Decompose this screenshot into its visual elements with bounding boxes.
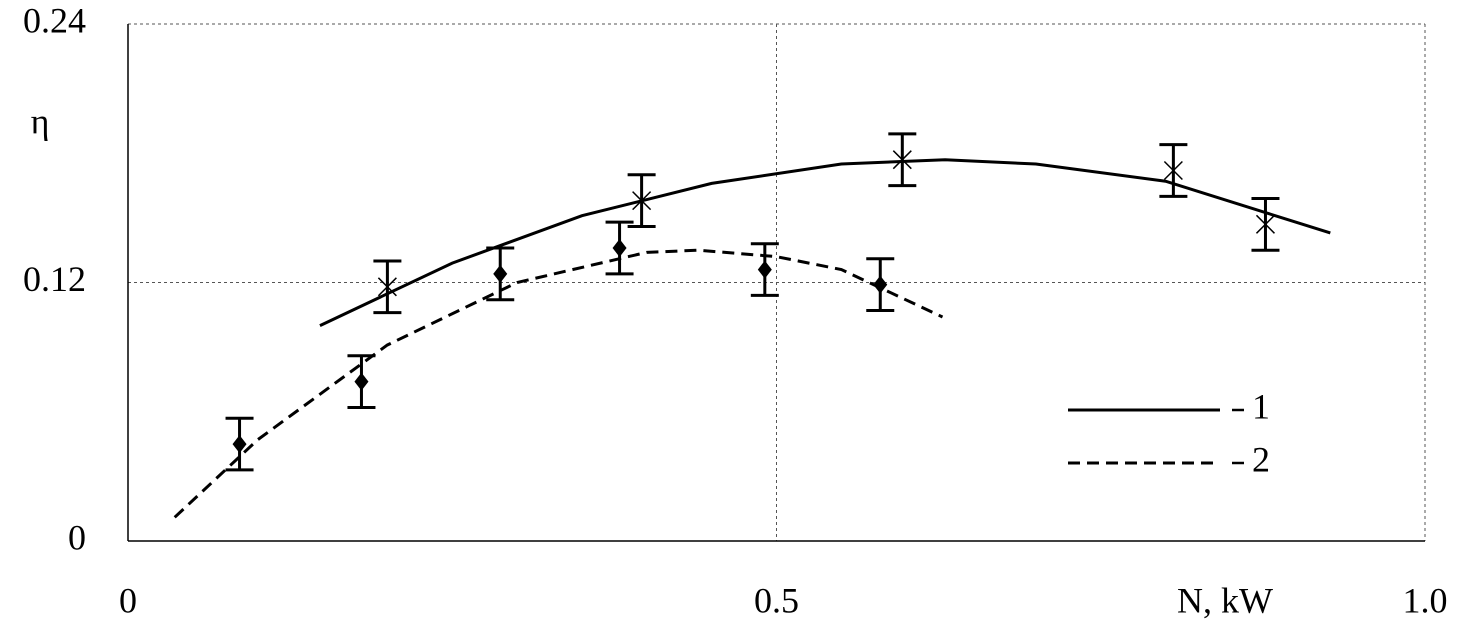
point-marker — [892, 150, 912, 170]
point-marker — [873, 275, 888, 294]
y-tick-label: 0 — [68, 517, 86, 557]
y-tick-label: 0.24 — [23, 0, 86, 40]
point-marker — [377, 277, 397, 297]
point-marker — [757, 260, 772, 279]
legend-label: 2 — [1252, 439, 1270, 479]
x-tick-label: 0.5 — [754, 580, 799, 620]
fit-curve — [173, 248, 944, 519]
point-marker — [1255, 214, 1276, 234]
legend-label: 1 — [1252, 386, 1270, 426]
point-marker — [493, 264, 508, 283]
fit-curve — [319, 158, 1331, 327]
point-marker — [612, 239, 627, 258]
y-axis-label: η — [31, 101, 50, 141]
point-marker — [232, 435, 247, 454]
y-tick-label: 0.12 — [23, 259, 86, 299]
point-marker — [632, 191, 652, 211]
point-marker — [354, 372, 369, 391]
point-marker — [1163, 160, 1183, 181]
x-tick-label: 0 — [119, 580, 137, 620]
x-tick-label: 1.0 — [1403, 580, 1448, 620]
x-axis-label: N, kW — [1177, 580, 1273, 620]
